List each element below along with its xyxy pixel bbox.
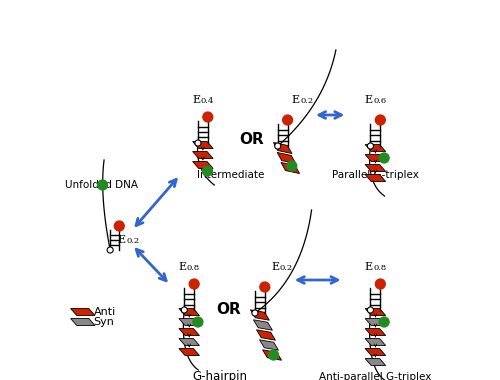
Circle shape (202, 166, 212, 176)
Circle shape (181, 307, 188, 313)
Polygon shape (365, 318, 386, 326)
Text: 0.8: 0.8 (373, 264, 386, 272)
Text: OR: OR (239, 133, 264, 147)
Text: E: E (178, 262, 186, 272)
Polygon shape (365, 309, 386, 315)
Polygon shape (70, 318, 95, 326)
Circle shape (252, 310, 258, 316)
Text: OR: OR (216, 302, 241, 318)
Circle shape (189, 279, 199, 289)
Polygon shape (256, 330, 276, 340)
Polygon shape (70, 309, 95, 315)
Polygon shape (192, 162, 213, 168)
Circle shape (274, 143, 281, 149)
Text: Syn: Syn (94, 317, 114, 327)
Text: 0.4: 0.4 (200, 97, 214, 105)
Circle shape (203, 112, 213, 122)
Text: 0.8: 0.8 (187, 264, 200, 272)
Circle shape (260, 282, 270, 292)
Text: Intermediate: Intermediate (198, 170, 264, 180)
Circle shape (114, 221, 124, 231)
Text: Unfolded DNA: Unfolded DNA (66, 180, 138, 190)
Circle shape (282, 115, 292, 125)
Polygon shape (365, 144, 386, 152)
Circle shape (379, 153, 389, 163)
Polygon shape (179, 328, 200, 336)
Text: 0.2: 0.2 (126, 237, 139, 245)
Circle shape (379, 317, 389, 327)
Text: E: E (292, 95, 300, 105)
Polygon shape (179, 318, 200, 326)
Polygon shape (192, 141, 213, 149)
Text: 0.2: 0.2 (300, 97, 314, 105)
Text: Parallel G-triplex: Parallel G-triplex (332, 170, 419, 180)
Circle shape (376, 115, 386, 125)
Text: 0.2: 0.2 (280, 264, 293, 272)
Text: Anti: Anti (94, 307, 116, 317)
Polygon shape (365, 358, 386, 366)
Text: E: E (365, 95, 373, 105)
Polygon shape (262, 350, 281, 360)
Polygon shape (365, 165, 386, 171)
Circle shape (368, 307, 374, 313)
Circle shape (376, 279, 386, 289)
Polygon shape (192, 152, 213, 158)
Polygon shape (179, 309, 200, 315)
Circle shape (368, 143, 374, 149)
Polygon shape (365, 339, 386, 345)
Polygon shape (250, 310, 270, 320)
Polygon shape (274, 142, 292, 154)
Circle shape (107, 247, 113, 253)
Polygon shape (365, 328, 386, 336)
Circle shape (195, 140, 201, 146)
Circle shape (268, 350, 278, 360)
Text: G-hairpin: G-hairpin (192, 370, 247, 380)
Text: Anti-parallel G-triplex: Anti-parallel G-triplex (319, 372, 432, 380)
Polygon shape (260, 340, 278, 350)
Polygon shape (254, 320, 272, 330)
Polygon shape (179, 348, 200, 356)
Text: E: E (272, 262, 280, 272)
Text: E: E (365, 262, 373, 272)
Polygon shape (277, 152, 296, 163)
Circle shape (287, 161, 296, 171)
Text: E: E (192, 95, 200, 105)
Text: E: E (118, 235, 126, 245)
Text: 0.6: 0.6 (373, 97, 386, 105)
Polygon shape (281, 162, 299, 174)
Polygon shape (365, 348, 386, 356)
Polygon shape (365, 155, 386, 162)
Circle shape (193, 317, 203, 327)
Polygon shape (365, 174, 386, 182)
Circle shape (98, 180, 108, 190)
Polygon shape (179, 339, 200, 345)
